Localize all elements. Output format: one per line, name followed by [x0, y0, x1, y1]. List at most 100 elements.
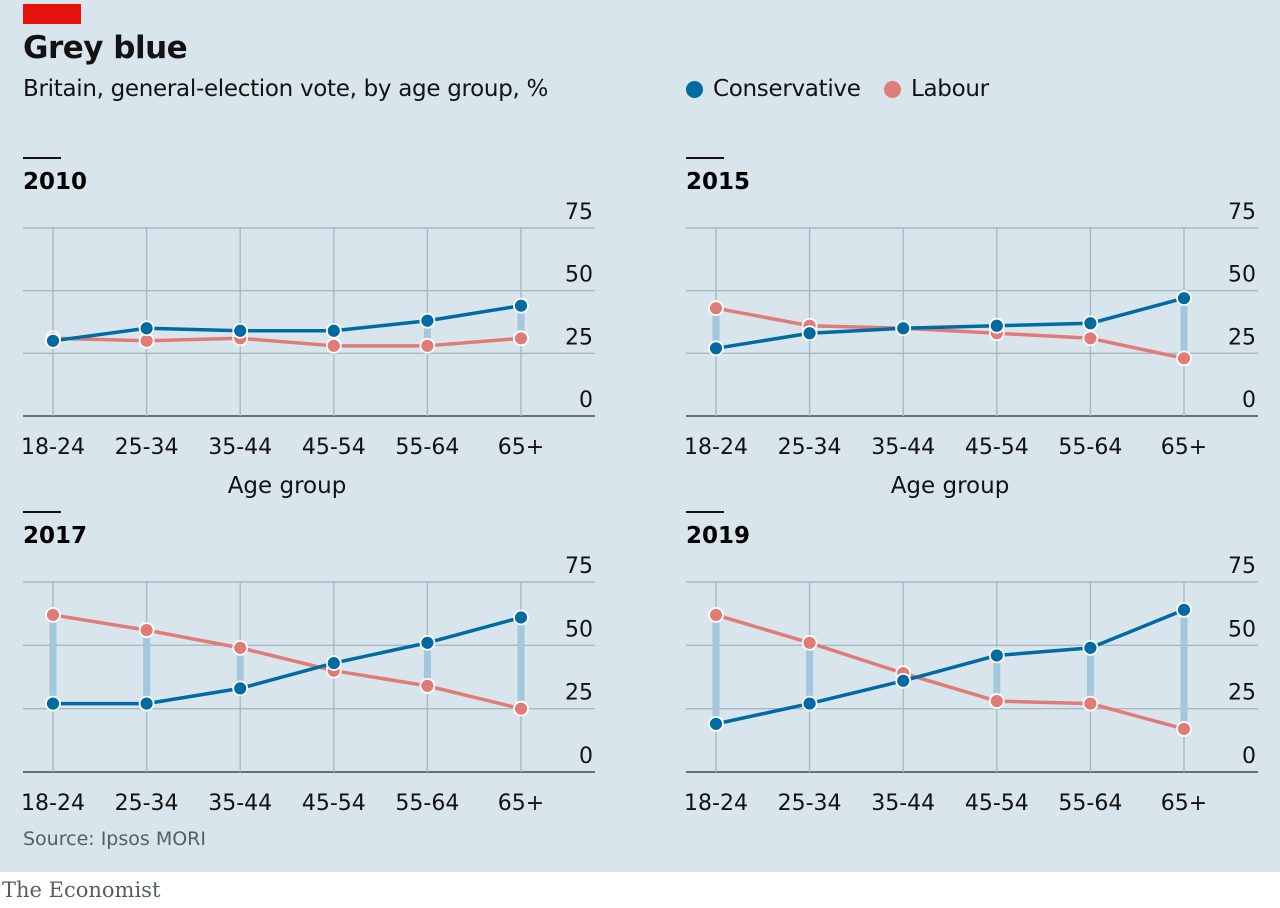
y-tick-label: 75: [1228, 200, 1256, 225]
data-point-conservative: [801, 695, 818, 712]
series-line-conservative: [715, 608, 1185, 726]
series-line-labour: [52, 336, 522, 348]
x-tick-label: 55-64: [1058, 791, 1122, 816]
data-point-labour: [708, 607, 724, 623]
data-point-conservative: [45, 332, 61, 349]
data-point-conservative: [419, 312, 436, 329]
data-point-conservative: [138, 320, 155, 337]
data-point-conservative: [988, 647, 1005, 664]
data-point-labour: [1082, 695, 1099, 712]
legend-item-conservative: Conservative: [686, 76, 861, 102]
y-tick-label: 0: [579, 388, 593, 413]
series-line-conservative: [53, 615, 522, 706]
y-tick-label: 25: [1228, 681, 1256, 706]
x-tick-label: 25-34: [115, 435, 179, 460]
x-axis-label: Age group: [891, 473, 1010, 499]
x-tick-label: 35-44: [208, 791, 272, 816]
data-point-conservative: [232, 680, 249, 697]
y-tick-label: 75: [565, 554, 593, 579]
data-point-labour: [1176, 721, 1192, 737]
publisher-brand: The Economist: [2, 878, 161, 902]
y-tick-label: 0: [579, 744, 593, 769]
brand-red-tag: [23, 4, 81, 24]
series-line-labour: [715, 613, 1185, 731]
data-point-labour: [708, 300, 724, 317]
x-tick-label: 25-34: [115, 791, 179, 816]
data-point-labour: [419, 677, 436, 694]
data-point-conservative: [1176, 290, 1192, 307]
x-tick-label: 45-54: [302, 435, 366, 460]
data-point-labour: [1176, 350, 1192, 367]
x-tick-label: 55-64: [1058, 435, 1122, 460]
series-line-labour: [715, 306, 1185, 361]
series-line-labour: [52, 613, 522, 711]
x-tick-label: 25-34: [778, 435, 842, 460]
x-tick-label: 45-54: [302, 791, 366, 816]
x-tick-label: 18-24: [21, 435, 85, 460]
data-point-labour: [1082, 330, 1099, 347]
data-point-labour: [232, 639, 249, 656]
y-tick-label: 0: [1242, 388, 1256, 413]
x-tick-label: 18-24: [21, 791, 85, 816]
x-tick-label: 18-24: [684, 791, 748, 816]
data-point-conservative: [708, 715, 724, 732]
legend-label-conservative: Conservative: [713, 76, 861, 102]
x-tick-label: 35-44: [871, 435, 935, 460]
y-tick-label: 50: [1228, 263, 1256, 288]
y-tick-label: 75: [1228, 554, 1256, 579]
data-point-conservative: [1082, 639, 1099, 656]
y-tick-label: 50: [1228, 617, 1256, 642]
data-point-conservative: [1176, 601, 1192, 618]
y-tick-label: 75: [565, 200, 593, 225]
chart-panel-2019: 2019 0 25 50 75 18-24 25-34 35-44 45-54 55-64 65+: [684, 511, 1258, 816]
y-tick-label: 50: [565, 263, 593, 288]
data-point-conservative: [1082, 315, 1099, 332]
data-point-labour: [419, 337, 436, 354]
x-tick-label: 35-44: [208, 435, 272, 460]
series-line-conservative: [52, 303, 522, 343]
data-point-labour: [988, 693, 1005, 709]
x-tick-label: 65+: [498, 791, 544, 816]
x-tick-label: 55-64: [395, 791, 459, 816]
chart-panel-2015: 2015 0 25 50 75 18-24 25-34 35-44 45-54 55-64 65+ A…: [684, 157, 1258, 499]
chart-title: Grey blue: [23, 30, 188, 66]
chart-panel-2017: 2017 0 25 50 75 18-24 25-34 35-44 45-54 55-64 65+: [21, 511, 595, 816]
data-point-conservative: [325, 322, 342, 339]
panel-year-label: 2019: [686, 523, 750, 549]
data-point-conservative: [325, 655, 342, 671]
legend-swatch-labour: [884, 80, 901, 98]
series-line-conservative: [715, 296, 1185, 351]
legend-swatch-conservative: [686, 80, 703, 98]
source-note: Source: Ipsos MORI: [23, 828, 206, 850]
data-point-conservative: [895, 320, 912, 337]
x-tick-label: 65+: [498, 435, 544, 460]
data-point-conservative: [45, 695, 61, 712]
y-tick-label: 25: [1228, 325, 1256, 350]
x-tick-label: 55-64: [395, 435, 459, 460]
x-tick-label: 25-34: [778, 791, 842, 816]
data-point-labour: [513, 330, 529, 347]
data-point-labour: [513, 700, 529, 717]
data-point-conservative: [895, 672, 912, 689]
data-point-labour: [325, 337, 342, 354]
x-tick-label: 65+: [1161, 791, 1207, 816]
x-tick-label: 45-54: [965, 435, 1029, 460]
data-point-conservative: [801, 325, 818, 342]
y-tick-label: 25: [565, 325, 593, 350]
data-point-labour: [138, 622, 155, 639]
data-point-conservative: [708, 340, 724, 357]
panel-year-label: 2017: [23, 523, 87, 549]
data-point-labour: [45, 607, 61, 623]
panel-year-label: 2015: [686, 169, 750, 195]
y-tick-label: 50: [565, 617, 593, 642]
legend-item-labour: Labour: [884, 76, 989, 102]
legend-label-labour: Labour: [911, 76, 989, 102]
data-point-conservative: [513, 297, 529, 314]
small-multiples-charts: 2010 0 25 50 75 18-24 25-34 35-44 45-54 55-64 65+ A…: [21, 157, 1258, 816]
data-point-conservative: [232, 322, 249, 339]
x-tick-label: 65+: [1161, 435, 1207, 460]
data-point-conservative: [513, 609, 529, 626]
x-axis-label: Age group: [228, 473, 347, 499]
chart-panel-2010: 2010 0 25 50 75 18-24 25-34 35-44 45-54 55-64 65+ A…: [21, 157, 595, 499]
x-tick-label: 18-24: [684, 435, 748, 460]
